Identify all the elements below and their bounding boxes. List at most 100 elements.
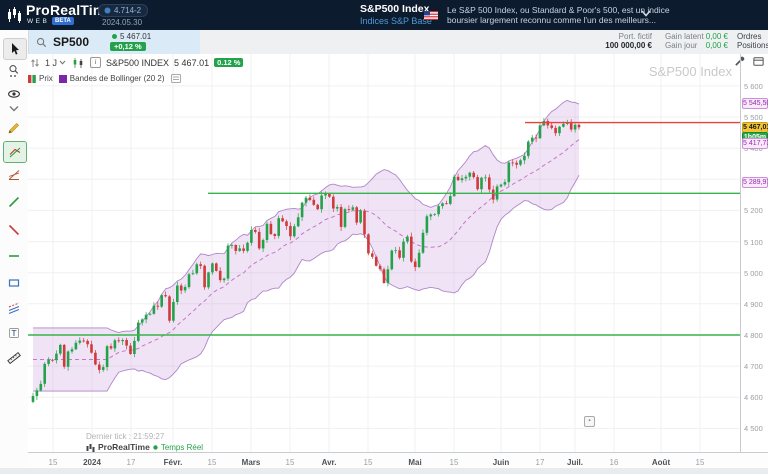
eye-icon [8,90,20,98]
bollinger-lower-label: 5 289,97 [742,177,768,188]
chevron-down-icon [9,106,19,112]
last-tick-status: Dernier tick : 21:59:27 [86,432,165,441]
chevron-down-icon[interactable] [640,9,652,18]
instrument-name: S&P500 Index [360,3,430,15]
candlestick-chart[interactable] [28,54,768,474]
brand-sub: WEB [27,18,50,25]
horizontal-line-icon [9,255,19,257]
y-axis-tick: 4 900 [744,300,763,309]
us-flag-icon [424,11,438,20]
tool-more[interactable] [3,103,25,115]
tool-zoom[interactable] [3,61,25,81]
timeframe-selector[interactable]: 1 J [45,58,66,68]
x-axis-tick: 15 [449,458,459,467]
y-axis-tick: 4 600 [744,393,763,402]
chart-last-price: 5 467.01 [174,57,210,68]
portfolio-label: Port. fictif [618,32,652,41]
chart-change-badge: 0.12 % [214,58,244,67]
x-axis-tick: 15 [48,458,58,467]
search-icon [36,37,47,47]
tool-ruler[interactable] [3,348,25,368]
x-axis-tick: 16 [609,458,619,467]
x-axis-tick: Avr. [321,458,337,467]
window-icon[interactable] [752,55,765,68]
tool-fibonacci[interactable] [3,165,25,185]
tool-rectangle[interactable] [3,273,25,293]
version-icon [104,7,111,14]
bollinger-middle-label: 5 417,73 [742,138,768,149]
version-pill[interactable]: 4.714-2 [98,4,149,17]
orders-link[interactable]: Ordres [737,32,762,41]
bottom-strip [0,468,768,474]
x-axis-tick: Févr. [163,458,183,467]
y-axis-tick: 4 500 [744,424,763,433]
realtime-dot-icon [153,444,158,450]
tool-channel[interactable] [3,298,25,318]
brand-title: ProRealTime [26,2,114,18]
tool-text[interactable]: T [3,323,25,343]
gain-jour-label: Gain jour [665,41,698,50]
chart-toolbar: 1 J i S&P500 INDEX 5 467.01 0.12 % [30,56,244,69]
y-axis-tick: 5 100 [744,238,763,247]
positions-link[interactable]: Positions [737,41,768,50]
beta-badge: BETA [52,17,74,25]
version-label: 4.714-2 [114,6,142,15]
instrument-category-link[interactable]: Indices S&P Base [360,16,432,26]
quote-dot-icon [112,34,117,39]
y-axis-tick: 5 200 [744,206,763,215]
tool-cursor[interactable] [3,38,27,60]
tool-horizontal-line[interactable] [3,246,25,266]
chart-legend: Prix Bandes de Bollinger (20 2) [28,73,181,84]
event-marker-icon[interactable]: ▪ [584,416,595,427]
text-icon: T [9,328,19,338]
chart-type-icon[interactable] [71,57,85,69]
x-axis-tick: 17 [126,458,136,467]
search-symbol: SP500 [53,35,90,49]
rectangle-icon [8,279,20,287]
x-axis-tick: 15 [285,458,295,467]
chart-panel: S&P500 Index 1 J i S&P500 INDEX 5 467.01… [28,54,768,474]
version-date: 2024.05.30 [102,18,143,27]
switch-instrument-icon[interactable] [30,57,40,69]
price-legend-swatch [28,74,36,83]
x-axis-tick: Juin [492,458,510,467]
x-axis-tick: 15 [695,458,705,467]
chevron-down-icon [59,60,66,65]
tool-freehand-draw[interactable] [3,118,25,138]
chart-title: S&P500 INDEX [106,57,170,68]
y-axis-tick: 4 800 [744,331,763,340]
prorealtime-mini-logo-icon [86,443,95,452]
realtime-brand: ProRealTime [98,442,150,452]
realtime-label: Temps Réel [160,442,204,452]
legend-bollinger[interactable]: Bandes de Bollinger (20 2) [58,74,165,83]
tool-line-down[interactable] [3,220,25,240]
portfolio-value: 100 000,00 € [605,41,652,50]
gain-latent-value: 0,00 € [705,32,728,41]
tool-line-up[interactable] [3,192,25,212]
x-axis-tick: Août [651,458,671,467]
instrument-description-line2: boursier largement reconnu comme l'un de… [447,15,657,25]
realtime-status: ProRealTime Temps Réel [86,442,203,452]
ruler-icon [7,352,21,365]
x-axis-tick: 15 [207,458,217,467]
svg-text:T: T [11,328,16,338]
red-trendline-icon [8,224,20,236]
x-axis-tick: 15 [363,458,373,467]
tool-trend-lines[interactable] [3,141,27,163]
fibonacci-icon [8,170,20,180]
quote-last-price: 5 467.01 [112,32,151,41]
x-axis-tick: Juil. [566,458,584,467]
legend-price[interactable]: Prix [28,74,53,83]
y-axis-tick: 5 500 [744,113,763,122]
x-axis-tick: 2024 [83,458,101,467]
instrument-info-icon[interactable]: i [90,57,102,68]
tool-visibility[interactable] [3,84,25,104]
y-axis-tick: 5 600 [744,82,763,91]
indicator-settings-icon[interactable] [170,74,181,83]
top-bar: ProRealTime WEB BETA 4.714-2 2024.05.30 … [0,0,768,30]
bollinger-upper-label: 5 545,50 [742,98,768,109]
gain-jour-value: 0,00 € [705,41,728,50]
instrument-description-line1: Le S&P 500 Index, ou Standard & Poor's 5… [447,5,670,15]
trend-lines-icon [9,147,21,158]
